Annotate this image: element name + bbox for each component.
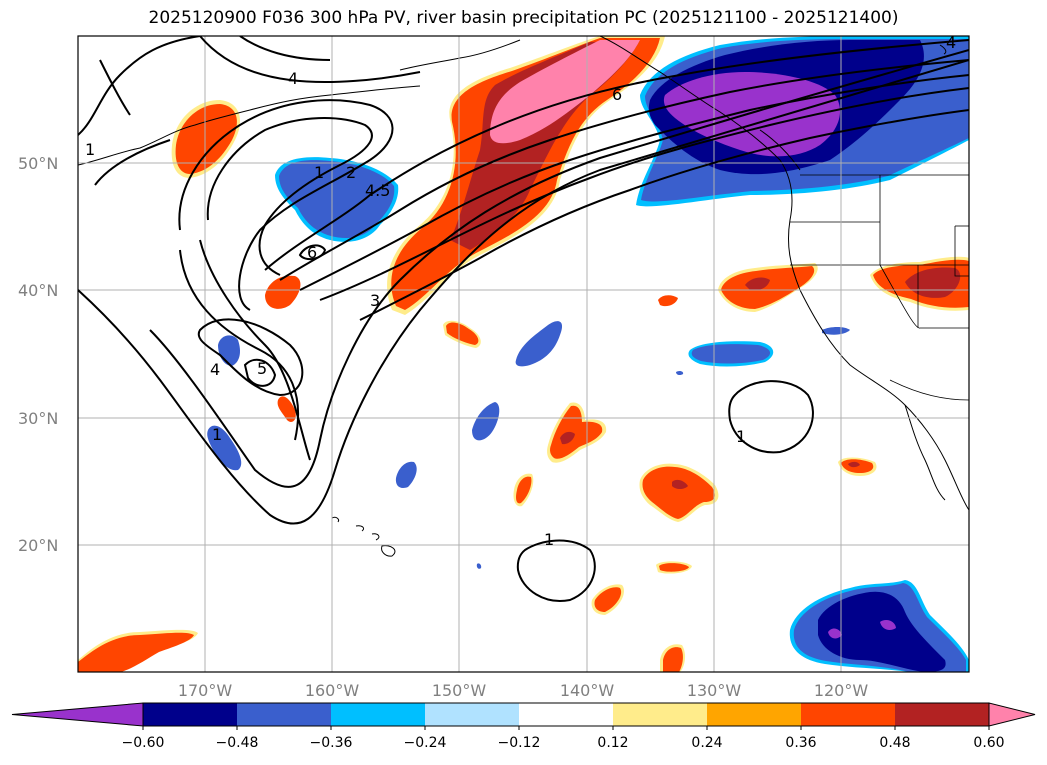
colorbar-tick-label: −0.48	[216, 735, 259, 751]
contour-label: 1	[85, 140, 95, 159]
lon-label-170w: 170°W	[178, 681, 233, 700]
colorbar-bin	[519, 703, 614, 726]
map-title: 2025120900 F036 300 hPa PV, river basin …	[148, 8, 899, 28]
coastlines	[78, 36, 969, 557]
lat-labels: 50°N 40°N 30°N 20°N	[18, 154, 58, 555]
colorbar-tick-label: −0.36	[310, 735, 353, 751]
pv-contours	[78, 36, 969, 602]
colorbar-bin	[425, 703, 520, 726]
contour-label: 4	[288, 69, 298, 88]
colorbar-bin	[707, 703, 802, 726]
lat-label-20n: 20°N	[18, 536, 58, 555]
colorbar-tick-label: 0.60	[973, 735, 1004, 751]
contour-label: 1	[212, 425, 222, 444]
contour-label: 6	[612, 85, 622, 104]
contour-label: 1	[736, 427, 746, 446]
contour-labels: 1 4 1 2 4.5 6 3 4 5 1 6 1 1 4	[85, 33, 956, 549]
colorbar-bin	[143, 703, 238, 726]
contour-label: 1	[314, 163, 324, 182]
lon-labels: 170°W 160°W 150°W 140°W 130°W 120°W	[178, 681, 869, 700]
lat-label-40n: 40°N	[18, 281, 58, 300]
lon-label-150w: 150°W	[432, 681, 487, 700]
contour-label: 2	[346, 163, 356, 182]
colorbar: −0.60 −0.48 −0.36 −0.24 −0.12 0.12 0.24 0.36 0.4…	[11, 702, 1036, 751]
colorbar-tick-label: −0.12	[498, 735, 541, 751]
colorbar-outline	[142, 702, 990, 727]
colorbar-tick-label: −0.24	[404, 735, 447, 751]
political-borders	[790, 36, 969, 401]
colorbar-tick-label: −0.60	[122, 735, 165, 751]
colorbar-tick-label: 0.12	[597, 735, 628, 751]
contour-label: 3	[370, 291, 380, 310]
lat-label-30n: 30°N	[18, 409, 58, 428]
contour-label: 1	[544, 530, 554, 549]
lon-label-120w: 120°W	[814, 681, 869, 700]
colorbar-extend-max	[988, 702, 1036, 727]
colorbar-extend-min	[11, 702, 144, 727]
colorbar-bin	[237, 703, 332, 726]
colorbar-tick-label: 0.24	[691, 735, 722, 751]
lat-label-50n: 50°N	[18, 154, 58, 173]
contour-label: 4	[946, 33, 956, 52]
lon-label-160w: 160°W	[305, 681, 360, 700]
map-frame	[77, 35, 970, 673]
gridlines	[78, 36, 969, 672]
colorbar-bin	[801, 703, 896, 726]
map-area: 1 4 1 2 4.5 6 3 4 5 1 6 1 1 4	[78, 33, 969, 672]
colorbar-tick-label: 0.48	[879, 735, 910, 751]
colorbar-tick-label: 0.36	[785, 735, 816, 751]
contour-label: 4.5	[365, 181, 390, 200]
colorbar-bin	[331, 703, 426, 726]
precip-shading	[78, 36, 969, 672]
lon-label-130w: 130°W	[687, 681, 742, 700]
contour-label: 6	[307, 243, 317, 262]
contour-label: 4	[210, 360, 220, 379]
lon-label-140w: 140°W	[560, 681, 615, 700]
colorbar-bin	[613, 703, 708, 726]
contour-label: 5	[257, 359, 267, 378]
colorbar-bin	[895, 703, 990, 726]
